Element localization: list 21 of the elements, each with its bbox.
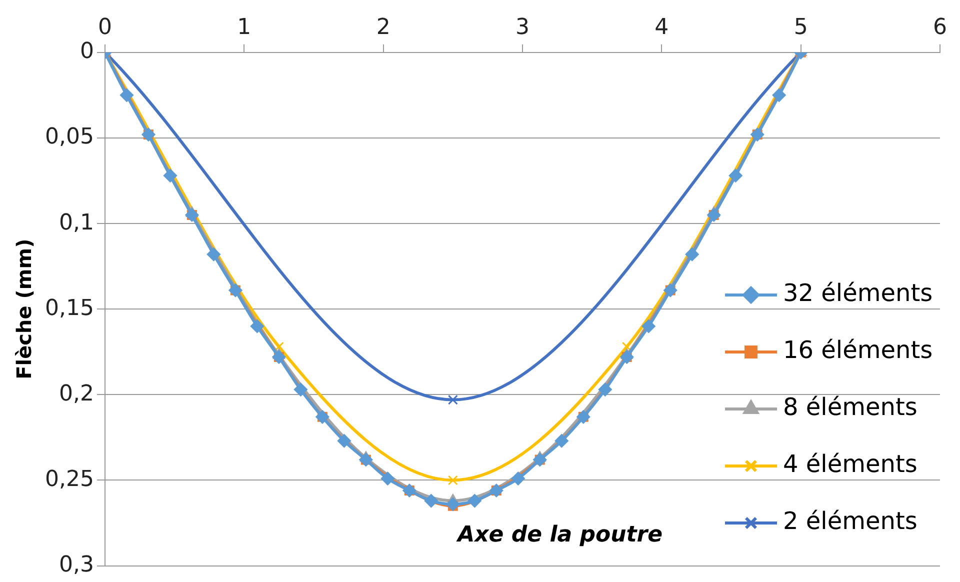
y-tick-label: 0	[80, 39, 94, 64]
x-tick-label: 6	[933, 14, 947, 40]
x-axis-title: Axe de la poutre	[456, 522, 663, 548]
x-tick-label: 0	[98, 14, 112, 40]
x-tick-label: 5	[794, 14, 808, 40]
x-tick-label: 1	[237, 14, 252, 40]
x-tick-label: 3	[515, 14, 530, 40]
legend-label: 2 éléments	[783, 507, 918, 536]
y-tick-label: 0,05	[45, 124, 94, 150]
legend-label: 4 éléments	[783, 450, 918, 478]
y-tick-label: 0,25	[45, 466, 94, 492]
legend-label: 8 éléments	[783, 393, 918, 422]
legend-label: 32 éléments	[783, 279, 933, 308]
y-axis-title: Flèche (mm)	[12, 238, 36, 380]
x-tick-label: 2	[376, 14, 390, 40]
y-tick-label: 0,3	[58, 552, 94, 578]
x-tick-label: 4	[654, 14, 669, 40]
y-tick-label: 0,2	[58, 381, 94, 406]
y-tick-label: 0,15	[45, 296, 94, 321]
y-tick-label: 0,1	[58, 210, 94, 236]
legend-label: 16 éléments	[783, 336, 933, 364]
